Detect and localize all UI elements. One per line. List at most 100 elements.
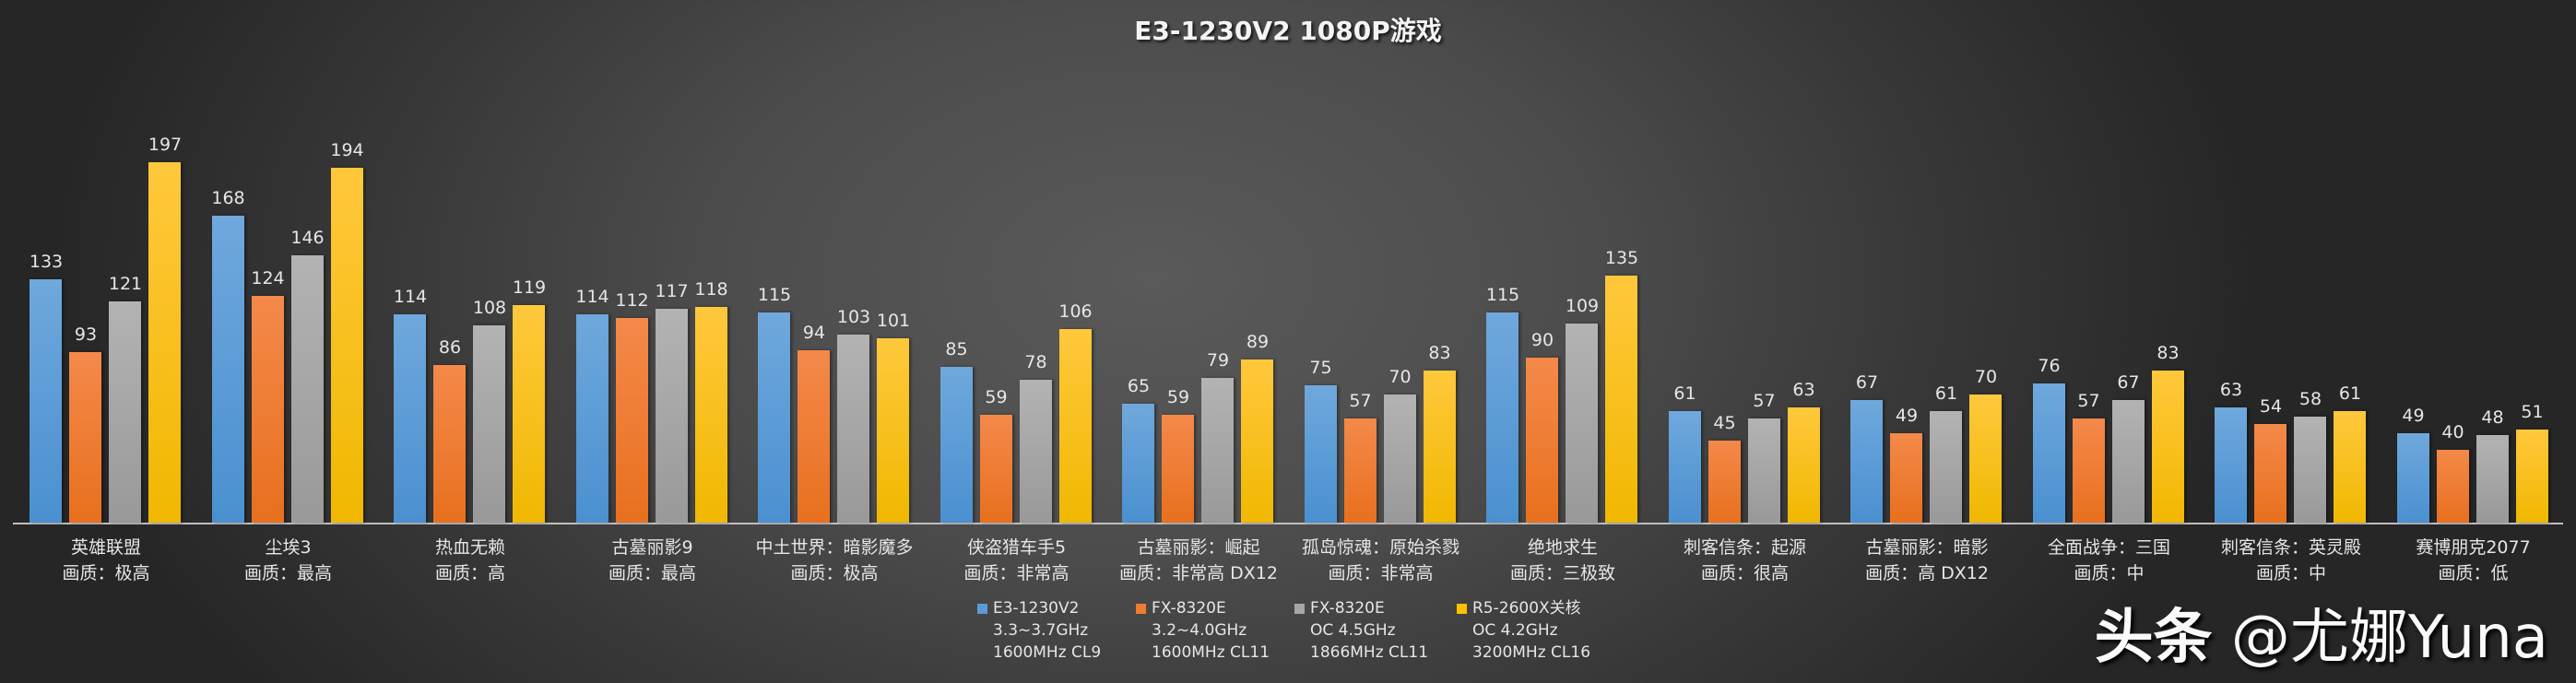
quality-setting: 画质：很高 <box>1700 563 1789 583</box>
bar-group: 76 57 67 83 全面战争：三国 画质：中 <box>2032 0 2216 683</box>
data-label: 89 <box>1246 332 1270 353</box>
legend-detail: 1600MHz CL9 <box>993 643 1102 662</box>
data-label: 121 <box>108 273 143 294</box>
data-label: 83 <box>1428 343 1451 364</box>
data-label: 58 <box>2298 388 2322 409</box>
quality-setting: 画质：中 <box>2074 563 2145 583</box>
bar <box>30 279 62 523</box>
data-label: 101 <box>876 310 911 331</box>
bar <box>330 167 363 523</box>
bar-group: 168 124 146 194 尘埃3 画质：最高 <box>211 0 395 683</box>
bar <box>290 255 324 523</box>
data-label: 70 <box>1388 367 1412 388</box>
bar <box>2215 406 2247 523</box>
legend-series-name: E3-1230V2 <box>993 599 1080 618</box>
bar-group: 61 45 57 63 刺客信条：起源 画质：很高 <box>1668 0 1851 683</box>
bar <box>1162 414 1194 523</box>
category-label: 尘埃3 画质：最高 <box>197 535 380 586</box>
quality-setting: 画质：非常高 DX12 <box>1119 563 1278 583</box>
data-label: 59 <box>985 386 1008 407</box>
data-label: 90 <box>1530 330 1554 351</box>
watermark-platform: 头条 <box>2094 604 2213 672</box>
bar <box>939 367 973 523</box>
data-label: 109 <box>1565 295 1600 316</box>
game-name: 热血无赖 <box>434 537 505 558</box>
data-label: 45 <box>1713 412 1736 433</box>
legend-detail: 1600MHz CL11 <box>1152 643 1270 662</box>
data-label: 79 <box>1206 350 1230 371</box>
data-label: 117 <box>655 280 689 301</box>
bar <box>837 334 869 523</box>
quality-setting: 画质：低 <box>2438 563 2509 583</box>
quality-setting: 画质：非常高 <box>1328 563 1434 583</box>
bar <box>2436 449 2469 523</box>
legend-detail: OC 4.2GHz <box>1472 621 1558 640</box>
legend-detail: 3.2~4.0GHz <box>1152 621 1247 640</box>
data-label: 48 <box>2481 406 2504 428</box>
game-name: 古墓丽影：暗影 <box>1865 537 1989 558</box>
bar <box>473 324 505 523</box>
data-label: 67 <box>1855 372 1879 393</box>
bar-group: 63 54 58 61 刺客信条：英灵殿 画质：中 <box>2215 0 2397 683</box>
bar <box>2294 416 2326 523</box>
category-label: 中土世界：暗影魔多 画质：极高 <box>743 535 926 586</box>
game-name: 古墓丽影9 <box>611 537 693 558</box>
legend-series-name: R5-2600X关核 <box>1472 599 1581 618</box>
bar <box>1526 358 1558 523</box>
bar <box>1486 312 1518 523</box>
bar <box>1423 371 1456 523</box>
data-label: 67 <box>2117 372 2140 393</box>
legend-swatch-icon <box>1294 603 1305 614</box>
watermark-handle: @尤娜Yuna <box>2230 604 2548 672</box>
data-label: 57 <box>1349 390 1372 411</box>
bar <box>655 308 688 523</box>
legend-swatch-icon <box>977 603 987 614</box>
data-label: 197 <box>148 134 183 155</box>
bar <box>2032 383 2065 523</box>
legend-detail: 3.3~3.7GHz <box>993 621 1089 640</box>
bar <box>1605 276 1637 523</box>
category-label: 孤岛惊魂：原始杀戮 画质：非常高 <box>1290 535 1472 586</box>
bar <box>148 161 181 523</box>
category-label: 古墓丽影：暗影 画质：高 DX12 <box>1836 535 2018 586</box>
legend-swatch-icon <box>1136 603 1146 614</box>
bar <box>1668 410 1701 523</box>
bar <box>1019 380 1052 523</box>
category-label: 古墓丽影9 画质：最高 <box>561 535 744 586</box>
data-label: 85 <box>945 339 968 360</box>
data-label: 49 <box>2402 405 2425 426</box>
bar <box>2334 410 2366 523</box>
bar <box>1930 410 1962 523</box>
bar-group: 85 59 78 106 侠盗猎车手5 画质：非常高 <box>939 0 1123 683</box>
legend-item: R5-2600X关核 OC 4.2GHz 3200MHz CL16 <box>1457 597 1623 664</box>
data-label: 59 <box>1166 386 1190 407</box>
bar <box>1850 400 1883 523</box>
data-label: 76 <box>2038 356 2061 377</box>
category-label: 英雄联盟 画质：极高 <box>15 535 197 586</box>
bar-group: 115 90 109 135 绝地求生 画质：三极致 <box>1486 0 1669 683</box>
data-label: 114 <box>393 286 428 307</box>
game-name: 全面战争：三国 <box>2047 537 2170 558</box>
game-name: 中土世界：暗影魔多 <box>755 537 914 558</box>
legend-item: FX-8320E 3.2~4.0GHz 1600MHz CL11 <box>1136 597 1302 664</box>
legend-detail: 1866MHz CL11 <box>1310 643 1429 662</box>
watermark: 头条 @尤娜Yuna <box>2095 590 2548 675</box>
bar <box>694 306 727 523</box>
category-label: 绝地求生 画质：三极致 <box>1471 535 1654 586</box>
data-label: 108 <box>472 297 507 318</box>
bar <box>1241 359 1273 523</box>
data-label: 86 <box>438 337 462 359</box>
data-label: 61 <box>2338 383 2362 404</box>
bar <box>798 350 830 523</box>
x-axis-line <box>13 523 2563 524</box>
data-label: 57 <box>1753 390 1776 411</box>
data-label: 70 <box>1974 367 1998 388</box>
game-name: 绝地求生 <box>1527 537 1598 558</box>
data-label: 94 <box>802 323 826 344</box>
data-label: 83 <box>2157 343 2180 364</box>
data-label: 93 <box>74 324 98 346</box>
quality-setting: 画质：非常高 <box>963 563 1069 583</box>
data-label: 168 <box>211 187 245 208</box>
game-name: 刺客信条：英灵殿 <box>2220 537 2361 558</box>
